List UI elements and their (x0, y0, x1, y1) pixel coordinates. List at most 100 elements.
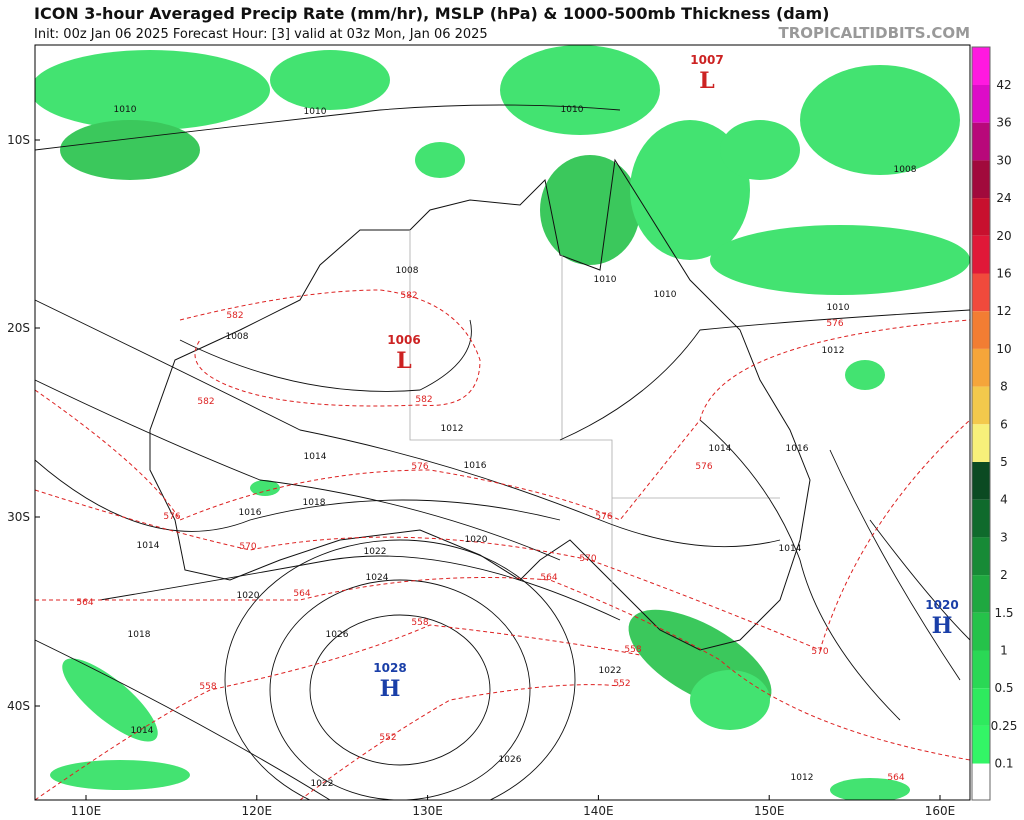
colorbar-frame (971, 46, 991, 801)
isobar-label: 1012 (822, 346, 845, 356)
precip (35, 45, 970, 800)
colorbar-label: 36 (996, 116, 1011, 130)
lat-label: 40S (7, 699, 30, 713)
colorbar-label: 16 (996, 267, 1011, 281)
thickness-label: 558 (411, 618, 428, 628)
colorbar-label: 1 (1000, 644, 1008, 658)
colorbar-swatch (972, 462, 990, 500)
colorbar-swatch (972, 311, 990, 349)
pressure-center: H (932, 613, 953, 639)
pressure-value: 1007 (690, 53, 723, 67)
colorbar-label: 6 (1000, 417, 1008, 431)
pressure-center: L (699, 68, 714, 94)
thickness-label: 576 (163, 512, 180, 522)
isobar-label: 1014 (137, 541, 160, 551)
colorbar-label: 0.1 (994, 757, 1013, 771)
isobar-label: 1008 (894, 165, 917, 175)
lon-label: 150E (754, 804, 785, 818)
isobar-label: 1018 (303, 498, 326, 508)
watermark: TROPICALTIDBITS.COM (779, 24, 971, 42)
colorbar-label: 42 (996, 78, 1011, 92)
thickness-label: 582 (197, 397, 214, 407)
colorbar-label: 8 (1000, 380, 1008, 394)
thickness-label: 576 (411, 462, 428, 472)
colorbar-label: 12 (996, 304, 1011, 318)
isobar-label: 1008 (396, 266, 419, 276)
isobar-label: 1010 (594, 275, 617, 285)
pressure-value: 1028 (373, 661, 406, 675)
isobar-label: 1014 (709, 444, 732, 454)
thickness-label: 564 (293, 589, 310, 599)
isobar-label: 1018 (128, 630, 151, 640)
colorbar-swatch (972, 47, 990, 85)
isobar-label: 1016 (239, 508, 262, 518)
map (35, 45, 970, 800)
colorbar-swatch (972, 499, 990, 538)
thickness-label: 576 (695, 462, 712, 472)
lon-label: 110E (71, 804, 102, 818)
title: ICON 3-hour Averaged Precip Rate (mm/hr)… (34, 4, 830, 23)
thickness-label: 576 (595, 512, 612, 522)
coastline (149, 158, 811, 651)
colorbar-swatch (972, 424, 990, 462)
thickness-label: 564 (76, 598, 93, 608)
lat-label: 30S (7, 510, 30, 524)
lon-label: 120E (242, 804, 273, 818)
colorbar-label: 1.5 (994, 606, 1013, 620)
isobar-label: 1026 (499, 755, 522, 765)
colorbar-swatch (972, 612, 990, 651)
isobar-label: 1008 (226, 332, 249, 342)
colorbar-label: 0.5 (994, 681, 1013, 695)
thickness-label: 558 (624, 645, 641, 655)
isobar-label: 1010 (654, 290, 677, 300)
pressure-center: H (380, 676, 401, 702)
thickness-label: 582 (226, 311, 243, 321)
isobar-label: 1012 (791, 773, 814, 783)
isobar-label: 1014 (779, 544, 802, 554)
isobar-label: 1010 (114, 105, 137, 115)
isobar-label: 1016 (786, 444, 809, 454)
isobar-label: 1022 (599, 666, 622, 676)
thickness-label: 558 (199, 682, 216, 692)
isobar-label: 1010 (304, 107, 327, 117)
isobar-label: 1026 (326, 630, 349, 640)
subtitle: Init: 00z Jan 06 2025 Forecast Hour: [3]… (34, 27, 488, 42)
isobar-label: 1010 (561, 105, 584, 115)
colorbar-label: 30 (996, 153, 1011, 167)
colorbar-swatch (972, 763, 990, 800)
colorbar-swatch (972, 348, 990, 387)
colorbar-label: 10 (996, 342, 1011, 356)
lon-label: 140E (583, 804, 614, 818)
thickness-label: 576 (826, 319, 843, 329)
isobar-label: 1014 (304, 452, 327, 462)
colorbar-label: 3 (1000, 530, 1008, 544)
colorbar-swatch (972, 650, 990, 689)
thickness-label: 570 (579, 554, 596, 564)
colorbar-swatch (972, 725, 990, 764)
pressure-value: 1006 (387, 333, 420, 347)
colorbar-swatch (972, 688, 990, 726)
lat-label: 20S (7, 321, 30, 335)
colorbar-label: 5 (1000, 455, 1008, 469)
colorbar-swatch (972, 198, 990, 236)
colorbar-swatch (972, 575, 990, 613)
colorbar-swatch (972, 537, 990, 576)
isobar-label: 1016 (464, 461, 487, 471)
colorbar-swatch (972, 386, 990, 425)
thickness-label: 570 (811, 647, 828, 657)
colorbar-label: 4 (1000, 493, 1008, 507)
colorbar-label: 24 (996, 191, 1011, 205)
thickness-lines (35, 289, 970, 800)
colorbar-label: 20 (996, 229, 1011, 243)
thickness-label: 552 (613, 679, 630, 689)
isobar-label: 1010 (827, 303, 850, 313)
isobar-label: 1012 (441, 424, 464, 434)
isobar-label: 1014 (131, 726, 154, 736)
thickness-label: 582 (415, 395, 432, 405)
thickness-label: 552 (379, 733, 396, 743)
isobar-label: 1022 (364, 547, 387, 557)
lon-label: 160E (925, 804, 956, 818)
colorbar-swatch (972, 235, 990, 274)
map-background (35, 45, 970, 800)
